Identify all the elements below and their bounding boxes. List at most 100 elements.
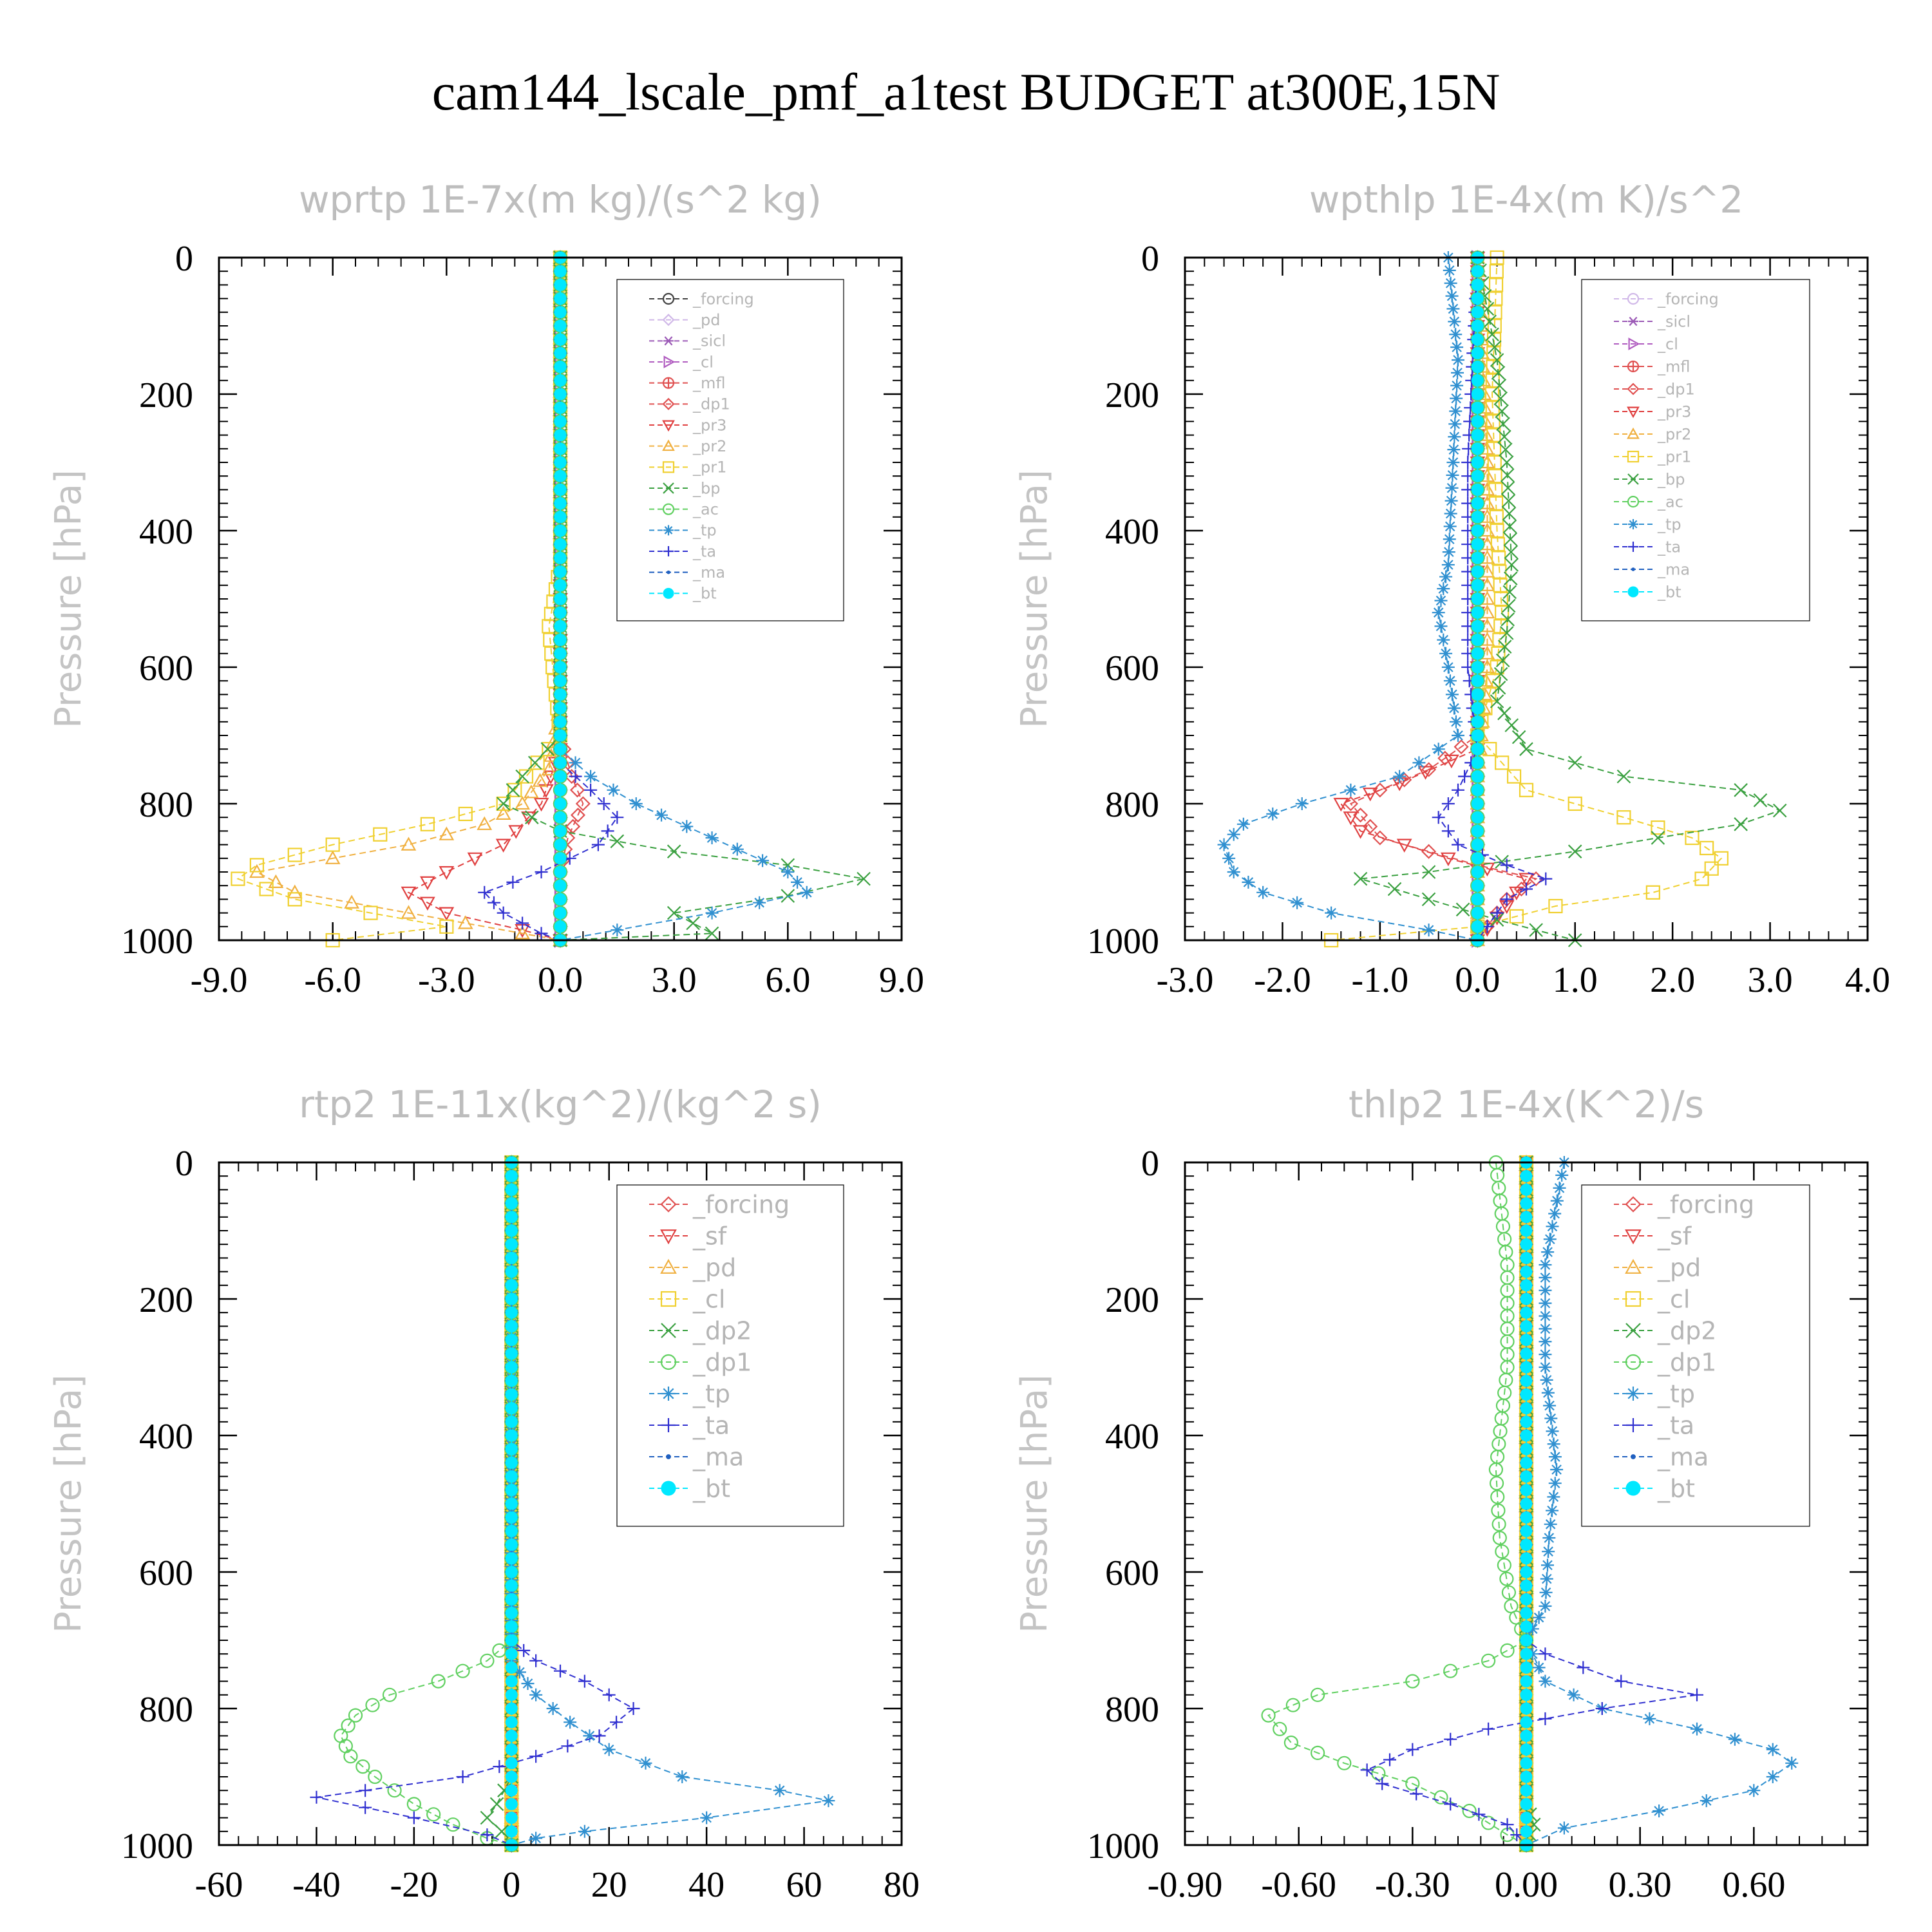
data-point: [348, 1708, 363, 1723]
series-tp: [1520, 1156, 1799, 1852]
legend-box: [616, 279, 844, 621]
data-point: [1488, 1462, 1503, 1477]
legend-marker: [662, 461, 675, 473]
data-point: [1445, 481, 1459, 495]
data-point: [1449, 404, 1463, 418]
data-point: [505, 1279, 518, 1292]
data-point: [1734, 783, 1748, 797]
data-point: [478, 886, 491, 899]
data-point: [1449, 328, 1463, 341]
panels: wprtp 1E-7x(m kg)/(s^2 kg) Pressure [hPa]…: [48, 178, 1890, 1905]
legend-label: _dp1: [1657, 1348, 1716, 1376]
data-point: [1291, 896, 1304, 909]
legend-label: _bp: [1657, 470, 1685, 488]
data-point: [554, 401, 567, 414]
data-point: [1685, 830, 1700, 846]
data-point: [1499, 455, 1514, 469]
data-point: [517, 1643, 531, 1657]
x-tick-label: 0.00: [1495, 1865, 1558, 1905]
data-point: [1643, 1712, 1656, 1725]
data-point: [554, 442, 567, 455]
data-point: [363, 905, 378, 920]
series-bt: [505, 1156, 518, 1852]
data-point: [584, 783, 598, 797]
data-point: [1595, 1702, 1609, 1715]
data-point: [1501, 493, 1516, 508]
data-point: [554, 579, 567, 592]
data-point: [504, 1797, 519, 1812]
data-point: [505, 1456, 518, 1469]
y-axis-label: Pressure [hPa]: [48, 469, 90, 728]
data-point: [1520, 1743, 1533, 1756]
data-point: [700, 1811, 714, 1824]
data-point: [546, 1702, 560, 1715]
series-bt: [1520, 1156, 1533, 1852]
data-point: [493, 1760, 506, 1774]
data-point: [287, 848, 302, 862]
data-point: [343, 1749, 358, 1764]
data-point: [1442, 545, 1455, 559]
data-point: [1520, 1511, 1533, 1524]
data-point: [1520, 1224, 1533, 1237]
x-tick-label: 40: [688, 1865, 724, 1905]
data-point: [1471, 634, 1484, 647]
data-point: [1441, 558, 1455, 571]
data-point: [1471, 265, 1484, 278]
data-point: [1520, 1183, 1533, 1196]
legend-label: _tp: [692, 1379, 730, 1408]
data-point: [505, 1524, 518, 1537]
data-point: [1488, 469, 1502, 484]
data-point: [1520, 1661, 1533, 1674]
data-point: [506, 875, 520, 889]
data-point: [1615, 1674, 1628, 1688]
data-point: [554, 797, 567, 810]
data-point: [554, 756, 567, 769]
data-point: [1441, 824, 1455, 838]
data-point: [497, 906, 510, 920]
data-point: [1490, 537, 1505, 552]
legend-marker: [662, 377, 675, 389]
data-point: [554, 784, 567, 797]
data-point: [1700, 1794, 1713, 1808]
data-point: [1450, 341, 1464, 354]
data-point: [1492, 1517, 1506, 1531]
data-point: [1441, 797, 1455, 810]
data-point: [1396, 838, 1412, 853]
legend: _forcing _sicl _cl _mfl _dp1 _pr3 _pr2 _pr1 _bp _…: [1581, 279, 1810, 621]
plot-frame: [218, 256, 903, 942]
legend-marker: [666, 1454, 671, 1459]
data-point: [1501, 480, 1515, 495]
data-point: [607, 783, 620, 797]
data-point: [446, 1817, 460, 1832]
series-line: [1267, 1162, 1528, 1846]
y-tick-label: 400: [139, 512, 193, 552]
data-point: [1519, 1715, 1534, 1730]
data-point: [705, 831, 719, 844]
y-tick-label: 800: [139, 1690, 193, 1730]
data-point: [1484, 386, 1500, 402]
data-point: [1651, 820, 1665, 835]
legend-label: _ma: [1657, 560, 1690, 578]
data-point: [541, 761, 557, 776]
data-point: [406, 1797, 421, 1812]
legend-marker: [1625, 1291, 1642, 1307]
data-point: [554, 306, 567, 319]
data-point: [578, 1674, 591, 1688]
data-point: [532, 773, 548, 787]
data-point: [1690, 1722, 1703, 1736]
series-line: [316, 1162, 635, 1846]
data-point: [1448, 315, 1461, 328]
x-tick-label: 20: [591, 1865, 627, 1905]
legend-label: _dp1: [692, 1348, 752, 1376]
data-point: [554, 538, 567, 551]
legend-label: _pr1: [692, 459, 726, 477]
data-point: [1421, 762, 1437, 777]
legend-marker: [1625, 1354, 1642, 1370]
data-point: [1486, 441, 1502, 456]
data-point: [505, 1825, 518, 1838]
data-point: [554, 265, 567, 278]
panel-title: thlp2 1E-4x(K^2)/s: [1349, 1083, 1704, 1126]
y-axis-label: Pressure [hPa]: [1014, 469, 1056, 728]
data-point: [583, 1729, 596, 1743]
legend-label: _bt: [692, 585, 717, 603]
